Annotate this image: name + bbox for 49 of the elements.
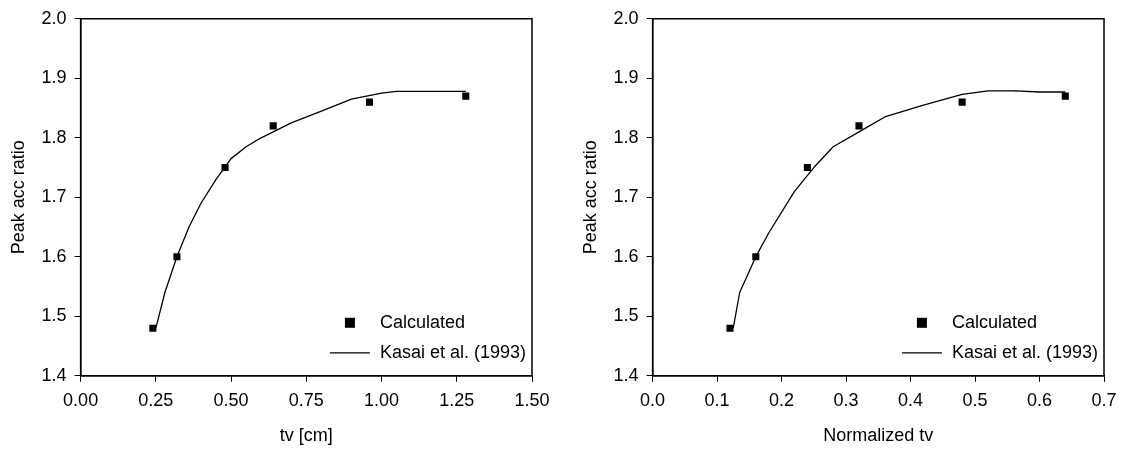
point: [855, 122, 863, 130]
x-tick-label: 0.7: [1091, 389, 1117, 410]
y-tick-label: 1.9: [613, 67, 639, 88]
x-tick-label: 0.4: [898, 389, 924, 410]
x-tick-label: 0.00: [63, 389, 99, 410]
legend-label: Kasai et al. (1993): [951, 341, 1099, 362]
legend-label: Kasai et al. (1993): [379, 341, 527, 362]
x-tick-label: 0.2: [769, 389, 795, 410]
y-tick-label: 1.7: [41, 186, 67, 207]
x-tick-label: 0.75: [288, 389, 324, 410]
y-tick-label: 1.9: [41, 67, 67, 88]
point: [269, 122, 277, 130]
x-tick-label: 0.50: [213, 389, 249, 410]
x-tick-label: 1.50: [514, 389, 550, 410]
x-axis-title: tv [cm]: [279, 425, 333, 446]
x-tick-label: 0.0: [640, 389, 666, 410]
legend-label: Calculated: [379, 311, 465, 332]
point: [221, 164, 229, 172]
x-tick-label: 0.25: [138, 389, 174, 410]
point: [958, 98, 966, 106]
y-tick-label: 1.4: [41, 364, 67, 385]
legend-label: Calculated: [951, 311, 1037, 332]
x-axis-title: Normalized tv: [823, 425, 934, 446]
y-tick-label: 1.8: [41, 126, 67, 147]
y-tick-label: 1.5: [41, 305, 67, 326]
y-tick-label: 1.4: [613, 364, 639, 385]
point: [752, 253, 760, 261]
y-tick-label: 2.0: [613, 7, 639, 28]
x-tick-label: 0.6: [1027, 389, 1053, 410]
point: [173, 253, 181, 261]
x-tick-label: 0.1: [704, 389, 730, 410]
y-tick-label: 2.0: [41, 7, 67, 28]
x-tick-label: 0.5: [962, 389, 988, 410]
point: [365, 98, 374, 106]
point: [726, 324, 734, 332]
y-axis-title: Peak acc ratio: [579, 140, 600, 255]
x-tick-label: 1.25: [439, 389, 475, 410]
y-tick-label: 1.7: [613, 186, 639, 207]
point: [462, 92, 470, 100]
point: [1061, 92, 1069, 100]
y-tick-label: 1.6: [613, 245, 639, 266]
y-tick-label: 1.5: [613, 305, 639, 326]
point: [803, 164, 811, 172]
y-axis-title: Peak acc ratio: [7, 140, 28, 255]
point: [149, 324, 157, 332]
x-tick-label: 1.00: [364, 389, 400, 410]
y-tick-label: 1.6: [41, 245, 67, 266]
x-tick-label: 0.3: [833, 389, 859, 410]
y-tick-label: 1.8: [613, 126, 639, 147]
